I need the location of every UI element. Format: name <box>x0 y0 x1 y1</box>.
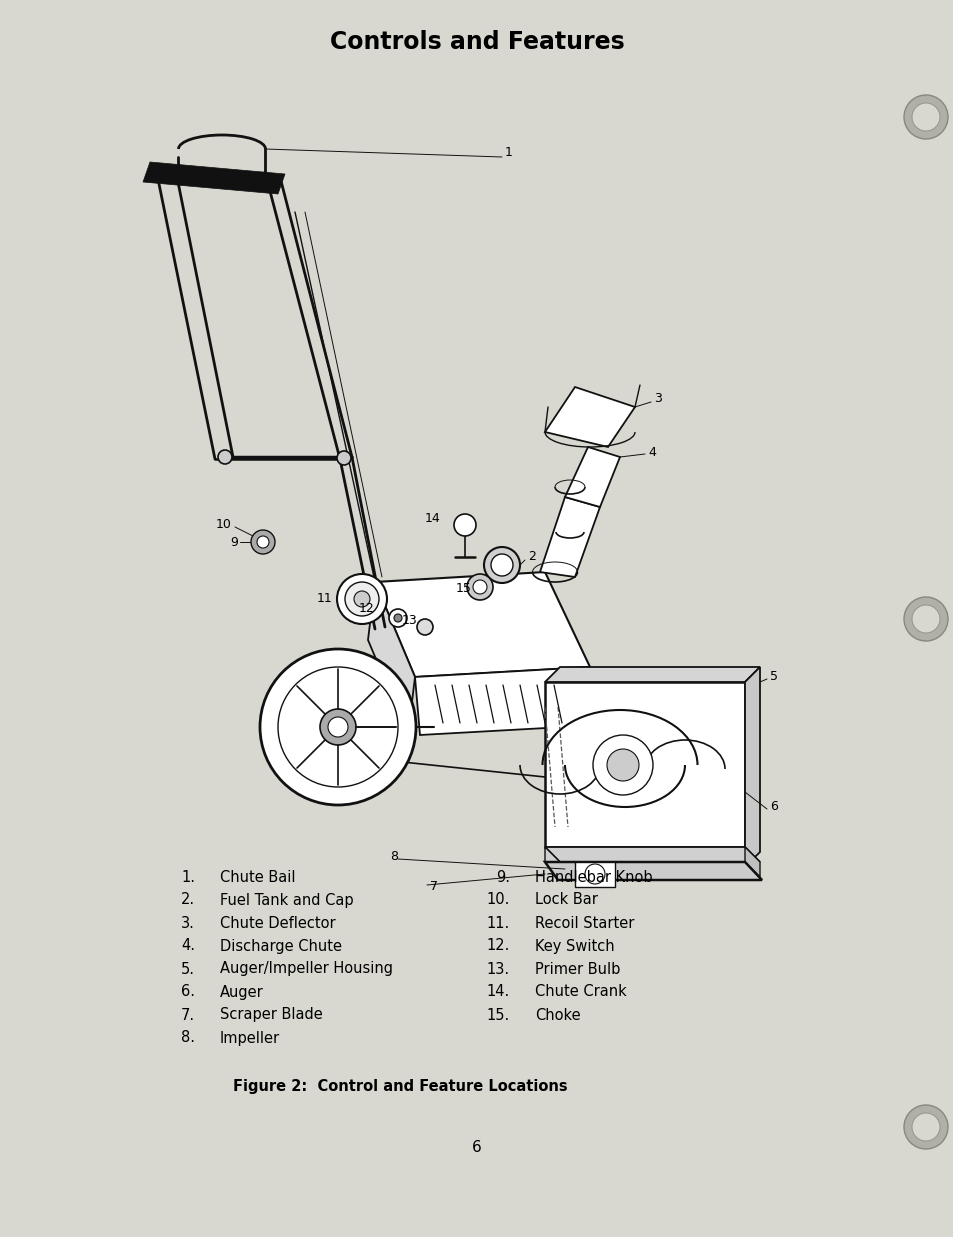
Text: 13.: 13. <box>486 961 510 976</box>
Text: Handlebar Knob: Handlebar Knob <box>535 870 652 884</box>
Polygon shape <box>544 862 761 880</box>
Polygon shape <box>143 162 285 194</box>
Text: 14: 14 <box>424 512 439 526</box>
Text: Controls and Features: Controls and Features <box>330 30 623 54</box>
Text: 5.: 5. <box>181 961 194 976</box>
Text: 7.: 7. <box>181 1007 194 1023</box>
Text: 8.: 8. <box>181 1030 194 1045</box>
Polygon shape <box>744 667 760 867</box>
Text: 8: 8 <box>390 851 397 863</box>
Polygon shape <box>544 682 744 847</box>
Circle shape <box>345 581 378 616</box>
Text: 5: 5 <box>769 670 778 684</box>
Circle shape <box>251 529 274 554</box>
Polygon shape <box>744 847 760 877</box>
Circle shape <box>328 717 348 737</box>
Polygon shape <box>544 847 760 862</box>
Polygon shape <box>415 667 599 735</box>
Text: Figure 2:  Control and Feature Locations: Figure 2: Control and Feature Locations <box>233 1080 567 1095</box>
Text: 11.: 11. <box>486 915 510 930</box>
Circle shape <box>389 609 407 627</box>
Circle shape <box>277 667 397 787</box>
Text: 1.: 1. <box>181 870 194 884</box>
Text: Discharge Chute: Discharge Chute <box>220 939 341 954</box>
Circle shape <box>256 536 269 548</box>
Circle shape <box>336 574 387 623</box>
Circle shape <box>218 450 232 464</box>
Circle shape <box>336 452 351 465</box>
Circle shape <box>903 597 947 641</box>
Text: 4: 4 <box>647 445 655 459</box>
Polygon shape <box>544 667 760 682</box>
Circle shape <box>606 748 639 781</box>
Text: Auger/Impeller Housing: Auger/Impeller Housing <box>220 961 393 976</box>
Text: 4.: 4. <box>181 939 194 954</box>
Text: Chute Deflector: Chute Deflector <box>220 915 335 930</box>
Circle shape <box>903 95 947 139</box>
Text: 12: 12 <box>358 602 374 616</box>
Circle shape <box>903 1105 947 1149</box>
Circle shape <box>394 614 401 622</box>
Text: 3: 3 <box>654 392 661 406</box>
Circle shape <box>491 554 513 576</box>
Text: 9: 9 <box>230 536 237 548</box>
Circle shape <box>319 709 355 745</box>
Text: Key Switch: Key Switch <box>535 939 614 954</box>
Text: 15.: 15. <box>486 1007 510 1023</box>
Circle shape <box>483 547 519 583</box>
Polygon shape <box>564 447 619 507</box>
Circle shape <box>467 574 493 600</box>
Text: 15: 15 <box>456 583 472 595</box>
Text: Fuel Tank and Cap: Fuel Tank and Cap <box>220 893 354 908</box>
Circle shape <box>473 580 486 594</box>
Text: Impeller: Impeller <box>220 1030 280 1045</box>
Text: 12.: 12. <box>486 939 510 954</box>
Circle shape <box>911 605 939 633</box>
Polygon shape <box>544 387 635 447</box>
Text: 11: 11 <box>315 593 332 605</box>
Text: 2.: 2. <box>181 893 194 908</box>
Circle shape <box>354 591 370 607</box>
Text: 6: 6 <box>769 800 777 814</box>
Polygon shape <box>575 862 615 887</box>
Circle shape <box>593 735 652 795</box>
Text: Choke: Choke <box>535 1007 580 1023</box>
Circle shape <box>454 515 476 536</box>
Text: Scraper Blade: Scraper Blade <box>220 1007 322 1023</box>
Circle shape <box>911 103 939 131</box>
Circle shape <box>911 1113 939 1141</box>
Text: Auger: Auger <box>220 985 263 999</box>
Polygon shape <box>368 581 415 735</box>
Text: 6.: 6. <box>181 985 194 999</box>
Polygon shape <box>544 847 559 877</box>
Text: 10.: 10. <box>486 893 510 908</box>
Text: 13: 13 <box>401 614 417 626</box>
Text: 1: 1 <box>504 146 513 158</box>
Text: 2: 2 <box>527 550 536 564</box>
Polygon shape <box>539 497 599 576</box>
Text: 9.: 9. <box>496 870 510 884</box>
Text: 6: 6 <box>472 1139 481 1154</box>
Text: 10: 10 <box>216 518 232 532</box>
Text: Lock Bar: Lock Bar <box>535 893 598 908</box>
Polygon shape <box>375 571 589 677</box>
Text: Chute Crank: Chute Crank <box>535 985 626 999</box>
Text: 7: 7 <box>430 881 437 893</box>
Circle shape <box>416 618 433 635</box>
Circle shape <box>260 649 416 805</box>
Text: 14.: 14. <box>486 985 510 999</box>
Text: Chute Bail: Chute Bail <box>220 870 295 884</box>
Text: 3.: 3. <box>181 915 194 930</box>
Text: Primer Bulb: Primer Bulb <box>535 961 619 976</box>
Text: Recoil Starter: Recoil Starter <box>535 915 634 930</box>
